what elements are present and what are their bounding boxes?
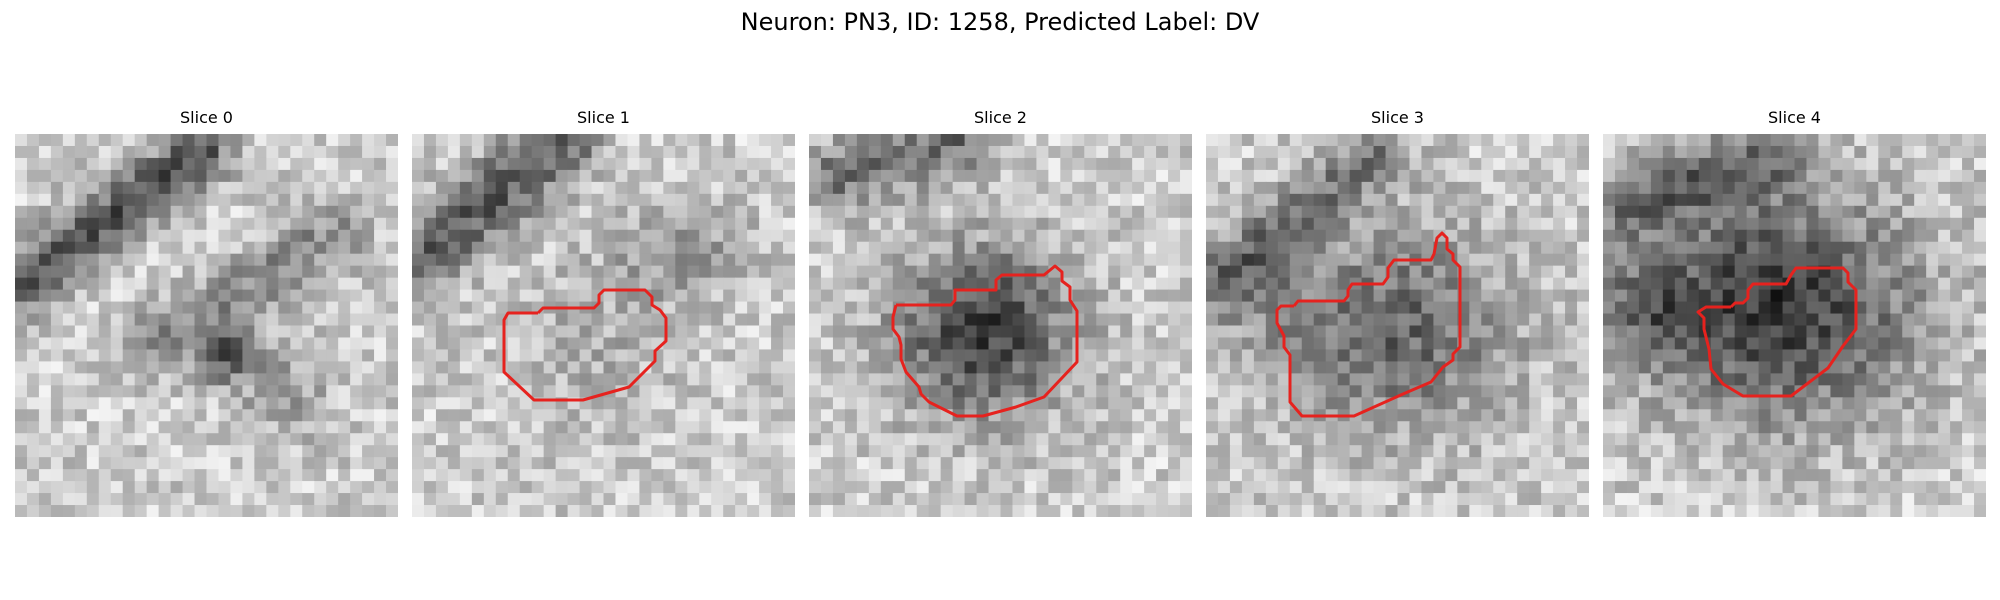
slice-1-canvas: [412, 134, 795, 517]
slice-4-pixels: [1603, 134, 1986, 517]
slice-3-image: [1206, 134, 1589, 517]
slice-0-pixels: [15, 134, 398, 517]
figure-title: Neuron: PN3, ID: 1258, Predicted Label: …: [0, 8, 2000, 36]
slice-4-canvas: [1603, 134, 1986, 517]
slice-4-title: Slice 4: [1603, 108, 1986, 127]
slice-2-canvas: [809, 134, 1192, 517]
slice-3-pixels: [1206, 134, 1589, 517]
slice-2-title: Slice 2: [809, 108, 1192, 127]
slice-4-image: [1603, 134, 1986, 517]
slice-0-canvas: [15, 134, 398, 517]
slice-2-pixels: [809, 134, 1192, 517]
slice-3-title: Slice 3: [1206, 108, 1589, 127]
slice-1-pixels: [412, 134, 795, 517]
slice-2-image: [809, 134, 1192, 517]
slice-0-image: [15, 134, 398, 517]
slice-3-canvas: [1206, 134, 1589, 517]
slice-1-image: [412, 134, 795, 517]
slice-0-title: Slice 0: [15, 108, 398, 127]
slice-1-title: Slice 1: [412, 108, 795, 127]
